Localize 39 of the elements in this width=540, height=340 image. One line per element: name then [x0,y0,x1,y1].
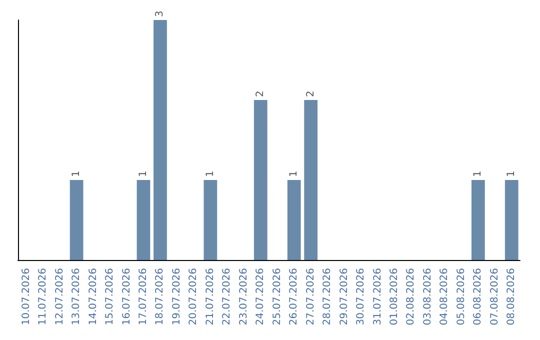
x-tick-label: 14.07.2026 [88,268,99,326]
data-label: 1 [71,170,82,177]
data-label: 1 [472,170,484,177]
x-tick-label: 21.07.2026 [204,268,216,326]
x-tick-label: 25.07.2026 [272,268,283,326]
x-tick-label: 06.08.2026 [472,268,484,326]
x-tick-label: 22.07.2026 [222,268,233,326]
x-tick-label: 28.07.2026 [322,268,334,326]
x-tick-label: 19.07.2026 [171,268,182,326]
x-tick-label: 29.07.2026 [338,268,350,326]
x-tick-label: 27.07.2026 [305,268,316,326]
data-label: 1 [506,170,518,177]
data-label: 2 [255,90,266,97]
x-tick-label: 04.08.2026 [439,268,450,326]
x-tick-label: 11.07.2026 [38,268,49,326]
x-tick-label: 17.07.2026 [138,268,149,326]
x-tick-label: 16.07.2026 [121,268,132,326]
x-tick-label: 08.08.2026 [506,268,518,326]
x-tick-label: 07.08.2026 [489,268,500,326]
x-tick-label: 26.07.2026 [288,268,300,326]
data-label: 3 [154,10,166,17]
x-tick-label: 23.07.2026 [238,268,250,326]
x-tick-label: 20.07.2026 [188,268,200,326]
x-tick-label: 13.07.2026 [71,268,82,326]
x-tick-label: 01.08.2026 [389,268,400,326]
data-label: 2 [305,90,316,97]
x-tick-label: 31.07.2026 [372,268,384,326]
x-tick-label: 30.07.2026 [356,268,367,326]
x-tick-label: 12.07.2026 [54,268,66,326]
data-label: 1 [288,170,300,177]
x-tick-label: 05.08.2026 [456,268,467,326]
x-tick-label: 02.08.2026 [406,268,417,326]
data-label: 1 [138,170,149,177]
x-tick-label: 15.07.2026 [104,268,116,326]
x-tick-label: 03.08.2026 [422,268,434,326]
x-tick-label: 24.07.2026 [255,268,266,326]
data-label: 1 [204,170,216,177]
x-tick-label: 10.07.2026 [20,268,32,326]
x-tick-label: 18.07.2026 [154,268,166,326]
